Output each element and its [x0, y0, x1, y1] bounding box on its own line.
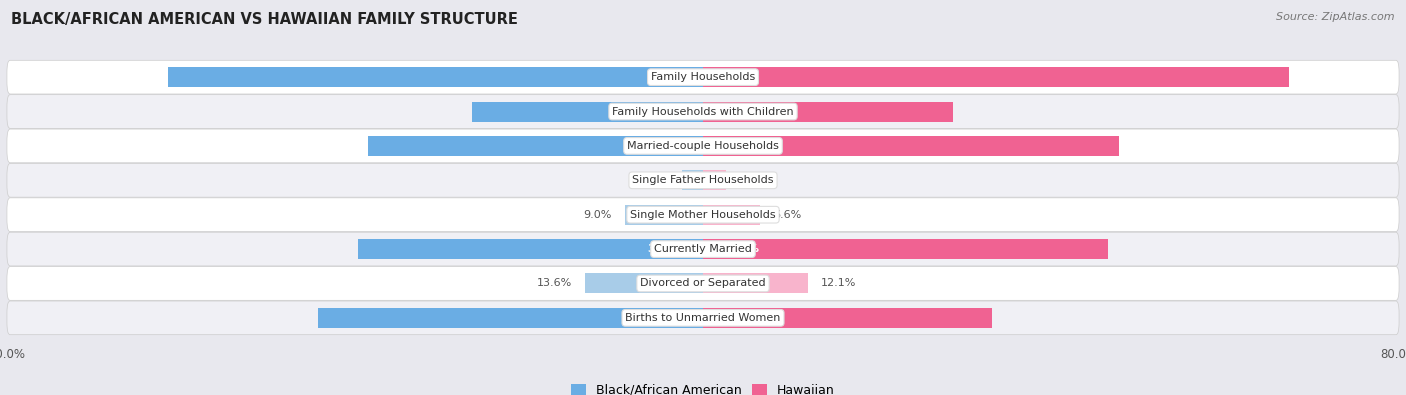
Bar	[703, 239, 1108, 259]
Text: 46.6%: 46.6%	[720, 244, 759, 254]
Text: Family Households with Children: Family Households with Children	[612, 107, 794, 117]
Text: Family Households: Family Households	[651, 72, 755, 82]
Bar	[318, 308, 703, 328]
Bar	[368, 136, 703, 156]
Text: 61.5%: 61.5%	[647, 72, 686, 82]
Text: 39.6%: 39.6%	[647, 244, 686, 254]
FancyBboxPatch shape	[7, 95, 1399, 128]
Text: Source: ZipAtlas.com: Source: ZipAtlas.com	[1277, 12, 1395, 22]
Text: 2.4%: 2.4%	[641, 175, 669, 185]
Text: 6.6%: 6.6%	[773, 210, 801, 220]
Text: 9.0%: 9.0%	[583, 210, 612, 220]
Text: 44.3%: 44.3%	[647, 313, 686, 323]
Text: 47.8%: 47.8%	[720, 141, 759, 151]
Bar	[359, 239, 703, 259]
Bar	[703, 136, 1119, 156]
Text: 33.2%: 33.2%	[720, 313, 759, 323]
Bar	[703, 308, 991, 328]
Text: Births to Unmarried Women: Births to Unmarried Women	[626, 313, 780, 323]
Text: Single Father Households: Single Father Households	[633, 175, 773, 185]
Text: Married-couple Households: Married-couple Households	[627, 141, 779, 151]
Text: Currently Married: Currently Married	[654, 244, 752, 254]
FancyBboxPatch shape	[7, 198, 1399, 231]
FancyBboxPatch shape	[7, 164, 1399, 197]
Bar	[624, 205, 703, 225]
Text: 2.7%: 2.7%	[740, 175, 768, 185]
Text: 28.7%: 28.7%	[720, 107, 759, 117]
Text: 13.6%: 13.6%	[536, 278, 572, 288]
FancyBboxPatch shape	[7, 129, 1399, 163]
Text: 26.5%: 26.5%	[647, 107, 686, 117]
FancyBboxPatch shape	[7, 301, 1399, 335]
FancyBboxPatch shape	[7, 267, 1399, 300]
Bar	[703, 273, 808, 293]
Text: Single Mother Households: Single Mother Households	[630, 210, 776, 220]
Text: BLACK/AFRICAN AMERICAN VS HAWAIIAN FAMILY STRUCTURE: BLACK/AFRICAN AMERICAN VS HAWAIIAN FAMIL…	[11, 12, 519, 27]
Text: 38.5%: 38.5%	[647, 141, 686, 151]
Bar	[703, 67, 1289, 87]
Bar	[472, 102, 703, 122]
Text: Divorced or Separated: Divorced or Separated	[640, 278, 766, 288]
Bar	[585, 273, 703, 293]
Text: 12.1%: 12.1%	[821, 278, 856, 288]
Bar	[703, 102, 953, 122]
Text: 67.4%: 67.4%	[720, 72, 759, 82]
Legend: Black/African American, Hawaiian: Black/African American, Hawaiian	[567, 379, 839, 395]
Bar	[703, 205, 761, 225]
Bar	[682, 170, 703, 190]
FancyBboxPatch shape	[7, 60, 1399, 94]
Bar	[167, 67, 703, 87]
FancyBboxPatch shape	[7, 232, 1399, 266]
Bar	[703, 170, 727, 190]
